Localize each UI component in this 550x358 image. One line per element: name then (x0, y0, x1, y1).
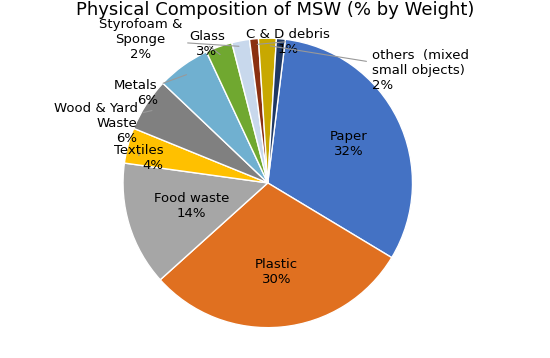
Wedge shape (250, 39, 268, 183)
Text: Styrofoam &
Sponge
2%: Styrofoam & Sponge 2% (98, 18, 239, 61)
Text: Metals
6%: Metals 6% (114, 75, 186, 107)
Wedge shape (160, 183, 392, 328)
Wedge shape (268, 39, 412, 258)
Wedge shape (232, 39, 268, 183)
Wedge shape (134, 83, 268, 183)
Text: Food waste
14%: Food waste 14% (154, 192, 229, 220)
Text: Wood & Yard
Waste
6%: Wood & Yard Waste 6% (53, 102, 152, 145)
Title: Physical Composition of MSW (% by Weight): Physical Composition of MSW (% by Weight… (76, 1, 474, 19)
Wedge shape (163, 52, 268, 183)
Wedge shape (268, 38, 285, 183)
Text: Paper
32%: Paper 32% (329, 130, 367, 158)
Wedge shape (258, 38, 277, 183)
Text: C & D debris
1%: C & D debris 1% (246, 28, 330, 55)
Text: Textiles
4%: Textiles 4% (114, 144, 163, 172)
Text: others  (mixed
small objects)
2%: others (mixed small objects) 2% (270, 46, 469, 92)
Wedge shape (206, 43, 268, 183)
Text: Plastic
30%: Plastic 30% (255, 258, 298, 286)
Wedge shape (124, 129, 268, 183)
Wedge shape (123, 163, 268, 280)
Text: Glass
3%: Glass 3% (189, 30, 225, 58)
